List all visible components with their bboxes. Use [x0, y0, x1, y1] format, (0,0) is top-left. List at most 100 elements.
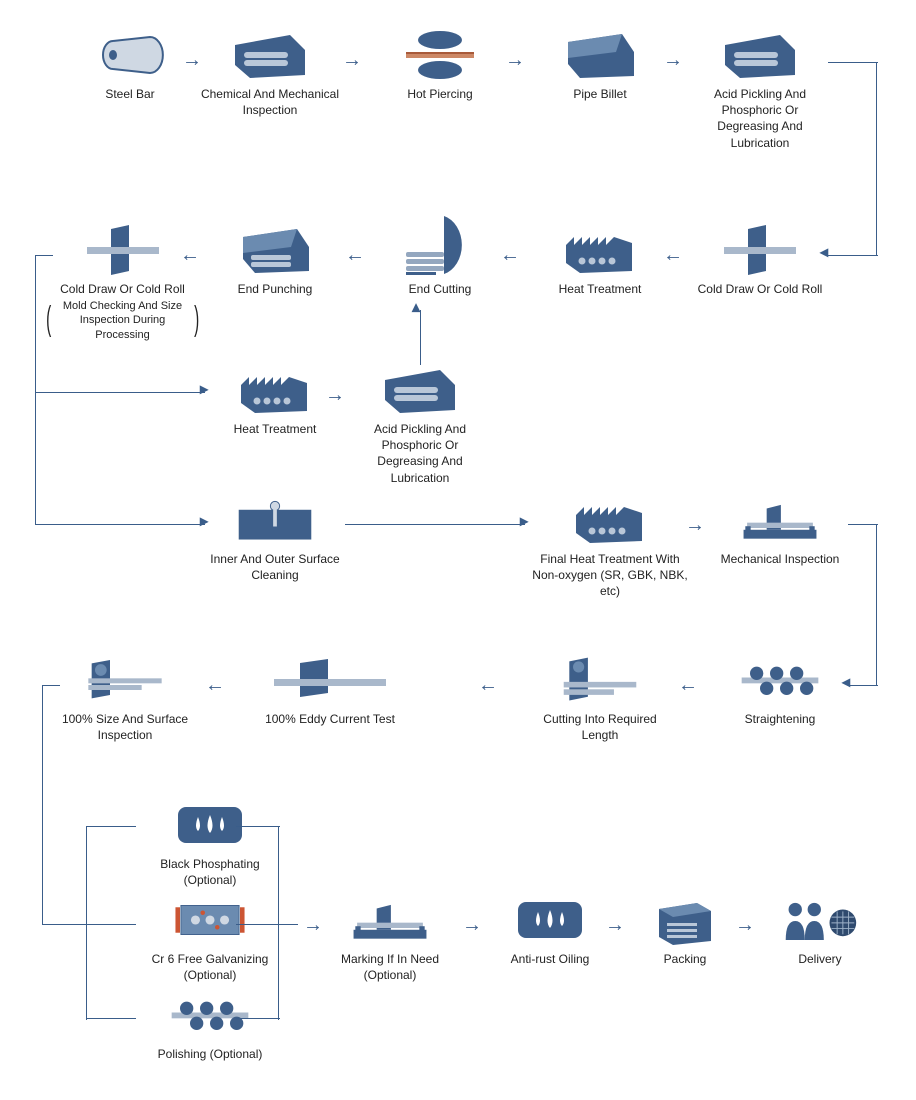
node-cold-draw-1: Cold Draw Or Cold Roll	[690, 225, 830, 297]
node-label: Anti-rust Oiling	[490, 951, 610, 967]
connector-line	[876, 62, 877, 256]
node-delivery: Delivery	[760, 895, 880, 967]
connector-line	[828, 62, 878, 63]
arrow-left-icon: ◂	[842, 675, 850, 691]
drops-icon	[170, 800, 250, 850]
node-label: Polishing (Optional)	[140, 1046, 280, 1062]
billet-icon	[235, 225, 315, 275]
arrow-right-icon: ▸	[520, 514, 528, 530]
straighten-icon	[740, 655, 820, 705]
node-label: Packing	[630, 951, 740, 967]
node-label: End Cutting	[370, 281, 510, 297]
connector-line	[236, 1018, 280, 1019]
castellated-icon	[570, 495, 650, 545]
node-label: 100% Eddy Current Test	[245, 711, 415, 727]
box-icon	[645, 895, 725, 945]
node-mech-inspection: Mechanical Inspection	[710, 495, 850, 567]
arrow-right-icon: →	[605, 915, 625, 935]
eddy-icon	[270, 655, 390, 705]
connector-line	[42, 924, 87, 925]
node-label: Acid Pickling And Phosphoric Or Degreasi…	[350, 421, 490, 486]
node-label: End Punching	[205, 281, 345, 297]
node-label: Mechanical Inspection	[710, 551, 850, 567]
node-label: Delivery	[760, 951, 880, 967]
connector-line	[86, 826, 136, 827]
arrow-right-icon: ▸	[200, 382, 208, 398]
node-label: Heat Treatment	[205, 421, 345, 437]
block-icon	[720, 30, 800, 80]
block-icon	[230, 30, 310, 80]
arrow-right-icon: →	[182, 50, 202, 70]
connector-line	[420, 310, 421, 365]
arrow-right-icon: →	[685, 515, 705, 535]
connector-line	[35, 255, 36, 525]
connector-line	[42, 685, 60, 686]
connector-line	[848, 685, 878, 686]
node-oiling: Anti-rust Oiling	[490, 895, 610, 967]
node-size-surface: 100% Size And Surface Inspection	[55, 655, 195, 743]
roll-icon	[400, 215, 480, 275]
arrow-right-icon: →	[462, 915, 482, 935]
node-black-phos: Black Phosphating (Optional)	[140, 800, 280, 888]
machine-icon	[85, 655, 165, 705]
node-label: Pipe Billet	[530, 86, 670, 102]
connector-line	[848, 524, 878, 525]
connector-line	[86, 826, 87, 1020]
arrow-right-icon: →	[325, 385, 345, 405]
node-eddy: 100% Eddy Current Test	[245, 655, 415, 727]
connector-line	[42, 685, 43, 925]
cleaning-icon	[235, 495, 315, 545]
connector-line	[345, 524, 525, 525]
arrow-right-icon: →	[735, 915, 755, 935]
node-steel-bar: Steel Bar	[60, 30, 200, 102]
node-end-punching: End Punching	[205, 225, 345, 297]
people-icon	[780, 895, 860, 945]
connector-line	[828, 255, 878, 256]
arrow-left-icon: ←	[500, 245, 520, 265]
connector-line	[35, 255, 53, 256]
node-label: Chemical And Mechanical Inspection	[200, 86, 340, 118]
block-icon	[380, 365, 460, 415]
node-label: Marking If In Need (Optional)	[320, 951, 460, 983]
node-label: Final Heat Treatment With Non-oxygen (SR…	[530, 551, 690, 600]
node-cold-draw-2: Cold Draw Or Cold Roll ( ) Mold Checking…	[45, 225, 200, 342]
node-marking: Marking If In Need (Optional)	[320, 895, 460, 983]
inspection-icon	[350, 895, 430, 945]
connector-line	[86, 924, 136, 925]
connector-line	[278, 924, 298, 925]
castellated-icon	[560, 225, 640, 275]
arrow-left-icon: ←	[205, 675, 225, 695]
connector-line	[236, 924, 280, 925]
arrow-left-icon: ◂	[820, 245, 828, 261]
node-label: Black Phosphating (Optional)	[140, 856, 280, 888]
node-heat-2: Heat Treatment	[205, 365, 345, 437]
arrow-right-icon: →	[342, 50, 362, 70]
connector-line	[35, 392, 205, 393]
node-label: Cold Draw Or Cold Roll	[690, 281, 830, 297]
arrow-right-icon: ▸	[200, 514, 208, 530]
billet-icon	[560, 30, 640, 80]
node-label: Cutting Into Required Length	[530, 711, 670, 743]
node-heat-1: Heat Treatment	[530, 225, 670, 297]
galvanize-icon	[170, 895, 250, 945]
castellated-icon	[235, 365, 315, 415]
piercing-icon	[400, 30, 480, 80]
connector-line	[236, 826, 280, 827]
steel-bar-icon	[90, 30, 170, 80]
node-galvanizing: Cr 6 Free Galvanizing (Optional)	[140, 895, 280, 983]
node-label: Inner And Outer Surface Cleaning	[205, 551, 345, 583]
node-label: Acid Pickling And Phosphoric Or Degreasi…	[690, 86, 830, 151]
node-surface-cleaning: Inner And Outer Surface Cleaning	[205, 495, 345, 583]
plate-tube-icon	[83, 225, 163, 275]
straighten-icon	[170, 990, 250, 1040]
arrow-left-icon: ←	[180, 245, 200, 265]
node-packing: Packing	[630, 895, 740, 967]
node-label: Hot Piercing	[370, 86, 510, 102]
node-chem-mech-inspection: Chemical And Mechanical Inspection	[200, 30, 340, 118]
arrow-left-icon: ←	[345, 245, 365, 265]
node-label: Heat Treatment	[530, 281, 670, 297]
node-cutting-length: Cutting Into Required Length	[530, 655, 670, 743]
arrow-right-icon: →	[505, 50, 525, 70]
node-end-cutting: End Cutting	[370, 215, 510, 297]
connector-line	[86, 1018, 136, 1019]
